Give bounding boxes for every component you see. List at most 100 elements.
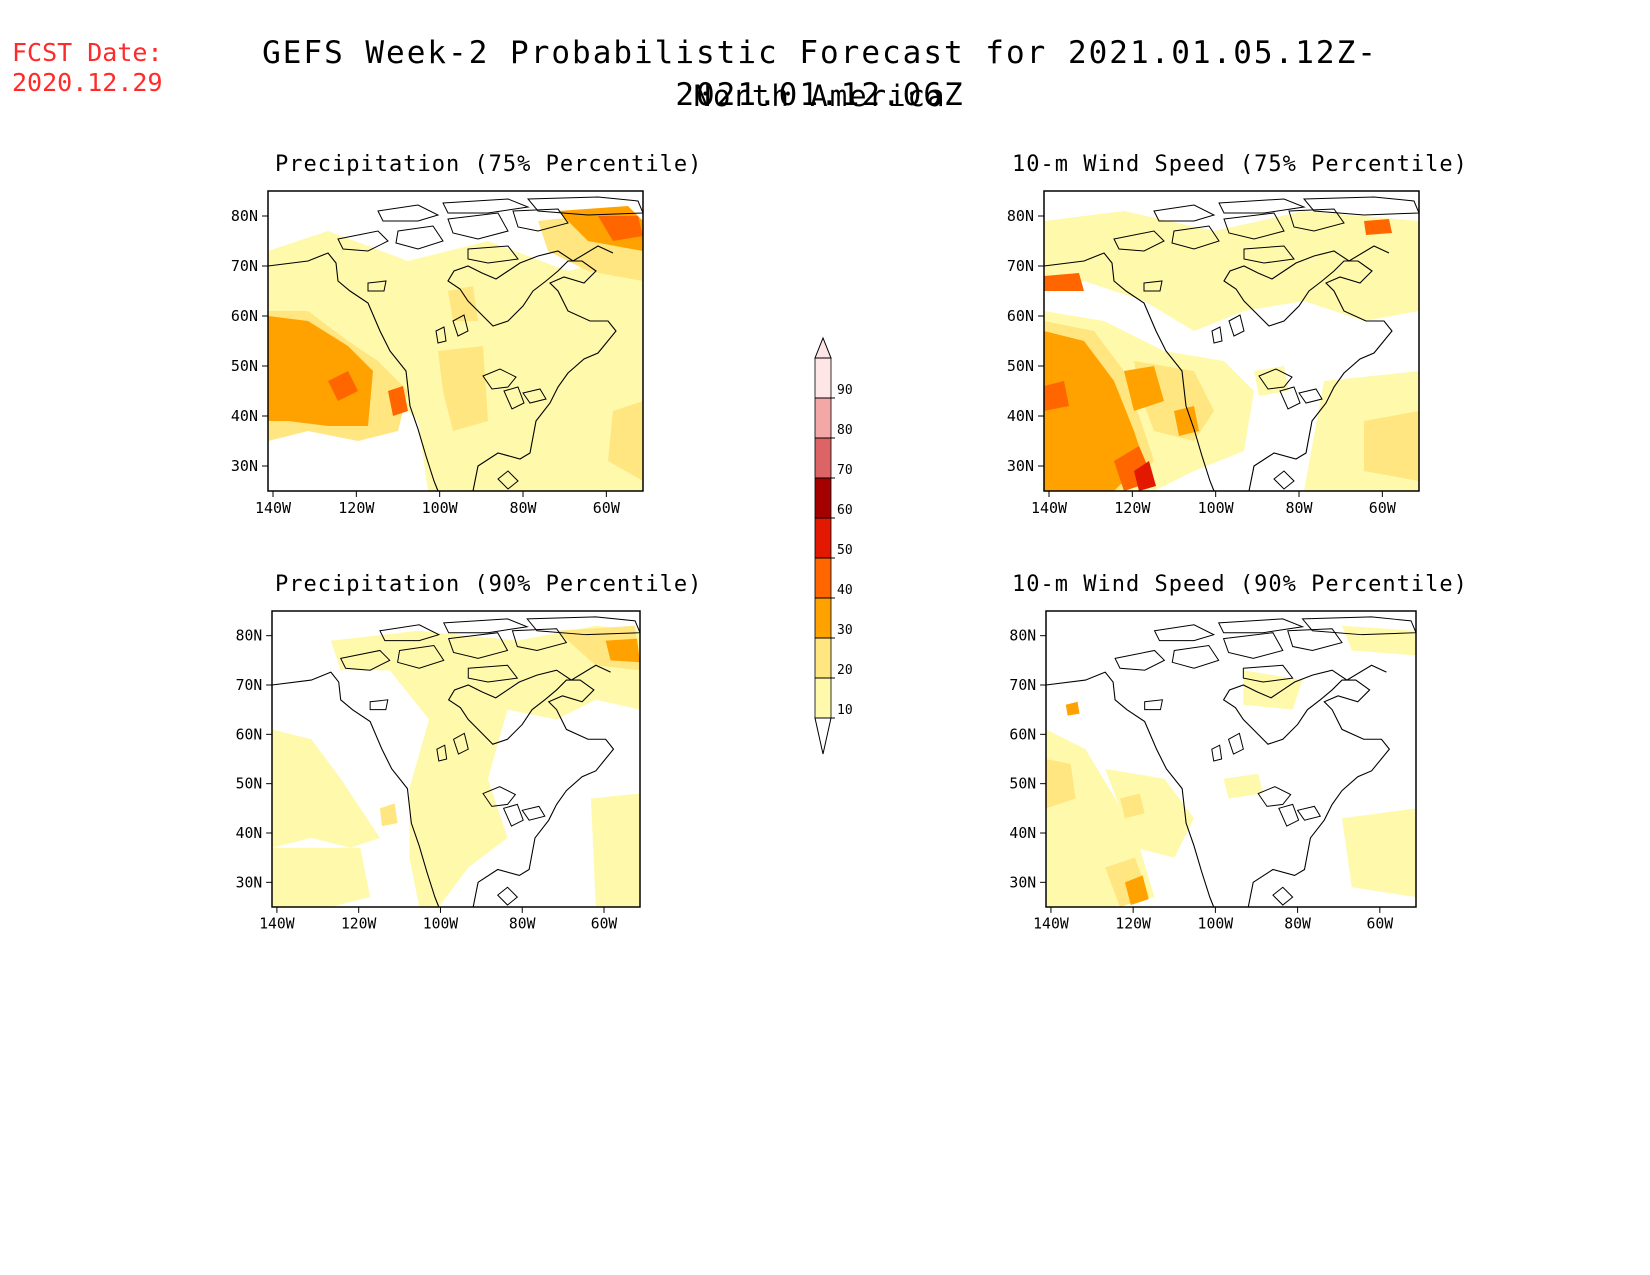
panel-title-precip90: Precipitation (90% Percentile) [275, 572, 703, 597]
lake-outline [1211, 326, 1223, 344]
coastline [271, 664, 615, 908]
lake-outline [1258, 368, 1293, 390]
island-outline [1217, 618, 1305, 634]
island-outline [1243, 245, 1295, 264]
colorbar-label: 60 [837, 503, 853, 518]
lon-label: 100W [1198, 499, 1235, 517]
shaded-region [1065, 701, 1080, 716]
fcst-date-block: FCST Date: 2020.12.29 [12, 38, 163, 98]
panel-title-precip75: Precipitation (75% Percentile) [275, 152, 703, 177]
lat-label: 30N [1009, 874, 1036, 891]
island-outline [467, 245, 519, 264]
fcst-date-value: 2020.12.29 [12, 68, 163, 97]
lon-label: 140W [1031, 499, 1068, 517]
lon-label: 120W [1115, 916, 1151, 933]
coastline [1045, 664, 1391, 908]
colorbar-label: 20 [837, 663, 853, 678]
lon-label: 120W [341, 916, 377, 933]
island-outline [1114, 649, 1166, 671]
shaded-region [272, 729, 380, 848]
colorbar-segment [815, 678, 831, 718]
shaded-region [1342, 625, 1416, 656]
colorbar-segment [815, 438, 831, 478]
colorbar-label: 70 [837, 463, 853, 478]
shaded-region [1174, 406, 1199, 436]
colorbar-label: 10 [837, 703, 853, 718]
island-outline [1287, 628, 1343, 651]
lat-label: 60N [236, 726, 263, 743]
island-outline [442, 618, 530, 634]
lon-label: 60W [591, 916, 618, 933]
island-outline [369, 699, 389, 711]
field-wind75 [1044, 211, 1419, 491]
island-outline [497, 470, 519, 490]
lake-outline [452, 732, 469, 755]
lon-label: 60W [1366, 916, 1393, 933]
colorbar-segment [815, 598, 831, 638]
shaded-region [598, 216, 643, 241]
lat-label: 40N [1007, 407, 1034, 425]
lake-outline [1257, 786, 1292, 807]
shaded-region [1124, 875, 1149, 906]
lat-label: 70N [1009, 677, 1036, 694]
island-outline [1223, 212, 1285, 240]
lon-label: 100W [422, 499, 459, 517]
lake-outline [1278, 803, 1300, 827]
map-frame [1043, 190, 1420, 492]
shaded-region [1044, 381, 1069, 411]
shaded-region [1223, 773, 1264, 799]
lake-outline [503, 386, 525, 410]
island-outline [447, 632, 509, 659]
lake-outline [522, 388, 547, 404]
shaded-region [1342, 808, 1416, 898]
shaded-region [330, 625, 640, 907]
island-outline [447, 212, 509, 240]
lake-outline [482, 786, 517, 807]
island-outline [1272, 886, 1294, 906]
colorbar-segment [815, 478, 831, 518]
colorbar-label: 90 [837, 383, 853, 398]
lake-outline [482, 368, 517, 390]
map-precip90: 80N 70N 60N 50N 40N 30N 140W 120W 100W 80W 60W [236, 610, 641, 933]
shaded-region [438, 346, 488, 431]
colorbar: 10 20 30 40 50 60 70 80 90 [814, 336, 853, 755]
colorbar-label: 80 [837, 423, 853, 438]
lat-label: 60N [1007, 307, 1034, 325]
lat-label: 30N [231, 457, 258, 475]
coastline [267, 245, 617, 492]
lon-label: 80W [1285, 499, 1313, 517]
lat-label: 70N [231, 257, 258, 275]
island-outline [379, 624, 441, 642]
shaded-region [1243, 670, 1303, 710]
lake-outline [452, 314, 469, 337]
shaded-region [272, 847, 371, 907]
map-precip75: 80N 70N 60N 50N 40N 30N 140W 120W 100W 80W 60W [231, 190, 644, 517]
shaded-region [1364, 411, 1419, 481]
lat-label: 40N [231, 407, 258, 425]
lat-label: 70N [1007, 257, 1034, 275]
shaded-region [388, 386, 408, 416]
lon-label: 60W [1369, 499, 1397, 517]
lake-outline [435, 326, 447, 344]
shaded-region [608, 401, 643, 481]
island-outline [512, 208, 569, 232]
island-outline [377, 204, 440, 222]
island-outline [339, 649, 391, 671]
lon-label: 80W [509, 916, 536, 933]
lon-label: 140W [255, 499, 292, 517]
island-outline [1222, 632, 1284, 659]
lat-label: 30N [236, 874, 263, 891]
island-outline [442, 198, 530, 214]
lon-label: 140W [259, 916, 295, 933]
island-outline [467, 664, 519, 683]
shaded-region [1254, 366, 1289, 396]
lon-label: 120W [338, 499, 375, 517]
lat-label: 50N [1007, 357, 1034, 375]
island-outline [1242, 664, 1294, 683]
lake-outline [502, 803, 524, 827]
shaded-region [1364, 219, 1392, 235]
island-outline [1113, 230, 1165, 252]
lat-label: 50N [231, 357, 258, 375]
colorbar-segment [815, 398, 831, 438]
shaded-region [1044, 331, 1144, 491]
